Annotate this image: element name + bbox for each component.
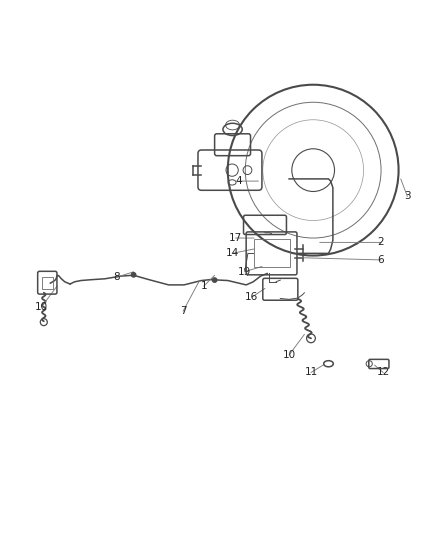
- Text: 14: 14: [226, 248, 239, 259]
- Text: 10: 10: [283, 350, 296, 360]
- Text: 12: 12: [377, 367, 390, 377]
- Text: 10: 10: [35, 302, 48, 312]
- Text: 2: 2: [378, 237, 385, 247]
- Text: 17: 17: [229, 233, 242, 243]
- Text: 1: 1: [200, 281, 207, 291]
- Text: 11: 11: [304, 367, 318, 377]
- Text: 7: 7: [180, 306, 187, 316]
- Text: 3: 3: [404, 191, 411, 201]
- Text: 8: 8: [113, 272, 120, 282]
- Text: 4: 4: [235, 176, 242, 186]
- Circle shape: [131, 273, 136, 277]
- Text: 19: 19: [238, 266, 251, 277]
- Circle shape: [212, 278, 217, 282]
- Text: 6: 6: [378, 255, 385, 265]
- Text: 16: 16: [245, 292, 258, 302]
